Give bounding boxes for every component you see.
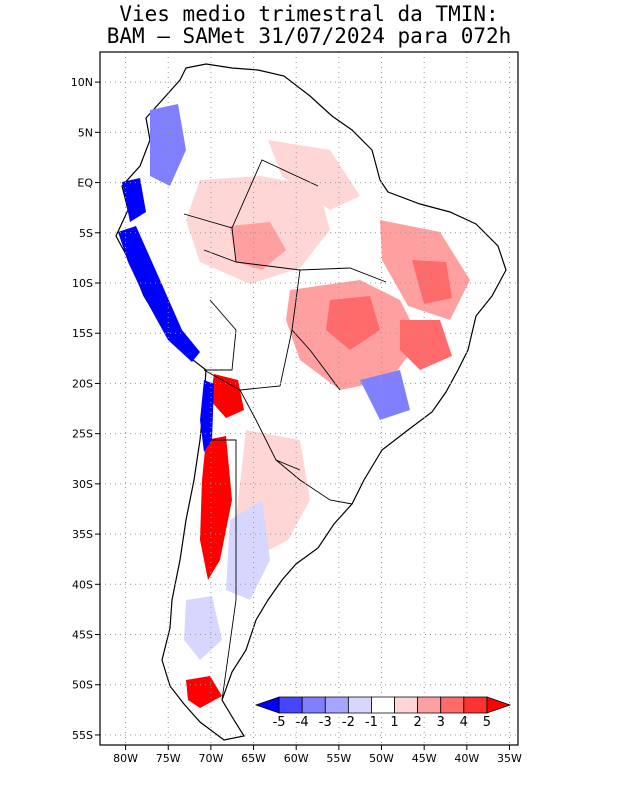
map-frame xyxy=(99,51,519,746)
colorbar-label: -5 xyxy=(273,715,286,730)
y-tick-label: 5N xyxy=(78,126,93,139)
x-tick-label: 40W xyxy=(454,752,479,765)
bias-patch-peru-coast xyxy=(118,226,200,362)
bias-patch-guiana xyxy=(268,140,360,210)
colorbar-swatch xyxy=(440,696,465,714)
x-tick-label: 50W xyxy=(369,752,394,765)
colorbar-label: 4 xyxy=(460,715,468,730)
y-tick-label: 10S xyxy=(72,277,93,290)
bias-patch-southeast-brazil xyxy=(360,370,410,420)
x-tick-label: 75W xyxy=(156,752,181,765)
bias-patch-minas xyxy=(400,320,452,370)
bias-patch-chile-andes xyxy=(200,436,232,580)
colorbar-swatch xyxy=(301,696,326,714)
y-tick-label: 45S xyxy=(72,629,93,642)
x-tick-label: 45W xyxy=(412,752,437,765)
y-tick-label: 35S xyxy=(72,528,93,541)
bias-patch-amazon-core xyxy=(230,222,286,270)
x-tick-label: 80W xyxy=(113,752,138,765)
y-tick-label: 40S xyxy=(72,578,93,591)
bias-patch-goias xyxy=(326,296,380,350)
colorbar-label: 5 xyxy=(483,715,491,730)
colorbar-swatch xyxy=(347,696,372,714)
country-borders xyxy=(183,159,387,701)
y-tick-label: 55S xyxy=(72,729,93,742)
x-tick-label: 35W xyxy=(497,752,522,765)
colorbar-swatch xyxy=(324,696,349,714)
colorbar-label: -3 xyxy=(319,715,332,730)
colorbar-swatch xyxy=(486,696,512,714)
colorbar-swatch xyxy=(278,696,303,714)
colorbar-label: 2 xyxy=(413,715,421,730)
map-grid xyxy=(100,52,518,745)
colorbar-swatch xyxy=(254,696,280,714)
colorbar-swatch xyxy=(394,696,419,714)
bias-patch-patagonia xyxy=(186,676,222,708)
colorbar-label: -2 xyxy=(342,715,355,730)
x-tick-label: 65W xyxy=(241,752,266,765)
bias-patch-bahia xyxy=(412,260,452,304)
y-tick-label: EQ xyxy=(77,177,93,190)
colorbar-label: 1 xyxy=(390,715,398,730)
colorbar-label: 3 xyxy=(437,715,445,730)
x-tick-label: 55W xyxy=(326,752,351,765)
bias-patch-colombia-andes xyxy=(150,104,186,186)
y-tick-label: 30S xyxy=(72,478,93,491)
x-tick-label: 70W xyxy=(198,752,223,765)
y-tick-label: 15S xyxy=(72,327,93,340)
colorbar: -5 -4 -3 -2 -1 1 2 3 4 5 xyxy=(254,696,512,730)
bias-patch-bolivia-andes xyxy=(210,374,244,418)
colorbar-label: -4 xyxy=(296,715,309,730)
colorbar-swatch xyxy=(463,696,488,714)
chart-title-line2: BAM – SAMet 31/07/2024 para 072h xyxy=(106,24,512,48)
y-tick-label: 20S xyxy=(72,377,93,390)
colorbar-swatch xyxy=(417,696,442,714)
bias-patch-southern-andes xyxy=(184,596,222,660)
y-tick-label: 10N xyxy=(71,76,93,89)
y-tick-label: 5S xyxy=(79,227,93,240)
y-tick-label: 50S xyxy=(72,679,93,692)
x-tick-label: 60W xyxy=(284,752,309,765)
y-tick-label: 25S xyxy=(72,428,93,441)
bias-patch-argentina-east xyxy=(226,500,270,600)
colorbar-label: -1 xyxy=(365,715,378,730)
colorbar-swatch xyxy=(371,696,395,714)
bias-patch-ecuador-coast xyxy=(122,178,146,222)
chart-title-line1: Vies medio trimestral da TMIN: xyxy=(119,2,499,26)
